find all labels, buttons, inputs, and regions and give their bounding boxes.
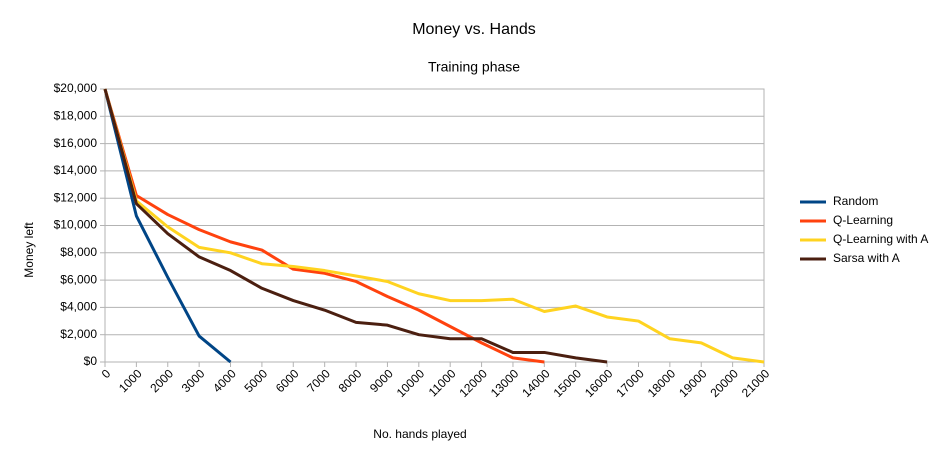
y-tick-label: $14,000 <box>54 163 98 177</box>
legend-label: Q-Learning with A <box>833 232 928 246</box>
x-axis-label: No. hands played <box>373 427 466 441</box>
y-tick-label: $10,000 <box>54 218 98 232</box>
y-tick-label: $8,000 <box>60 245 97 259</box>
y-tick-label: $6,000 <box>60 272 97 286</box>
plot-border <box>104 88 765 363</box>
series-line <box>103 88 232 364</box>
series-line <box>103 88 608 364</box>
legend-label: Random <box>833 194 878 208</box>
legend-label: Sarsa with A <box>833 251 900 265</box>
chart-title: Money vs. Hands <box>412 21 536 38</box>
chart-subtitle: Training phase <box>428 59 520 75</box>
y-axis-label: Money left <box>22 222 36 278</box>
y-tick-label: $4,000 <box>60 300 97 314</box>
y-tick-label: $16,000 <box>54 136 98 150</box>
y-tick-label: $18,000 <box>54 108 98 122</box>
y-tick-label: $0 <box>84 354 98 368</box>
y-tick-label: $12,000 <box>54 190 98 204</box>
y-tick-label: $2,000 <box>60 327 97 341</box>
y-tick-label: $20,000 <box>54 81 98 95</box>
legend-label: Q-Learning <box>833 213 893 227</box>
series-line <box>103 88 765 364</box>
